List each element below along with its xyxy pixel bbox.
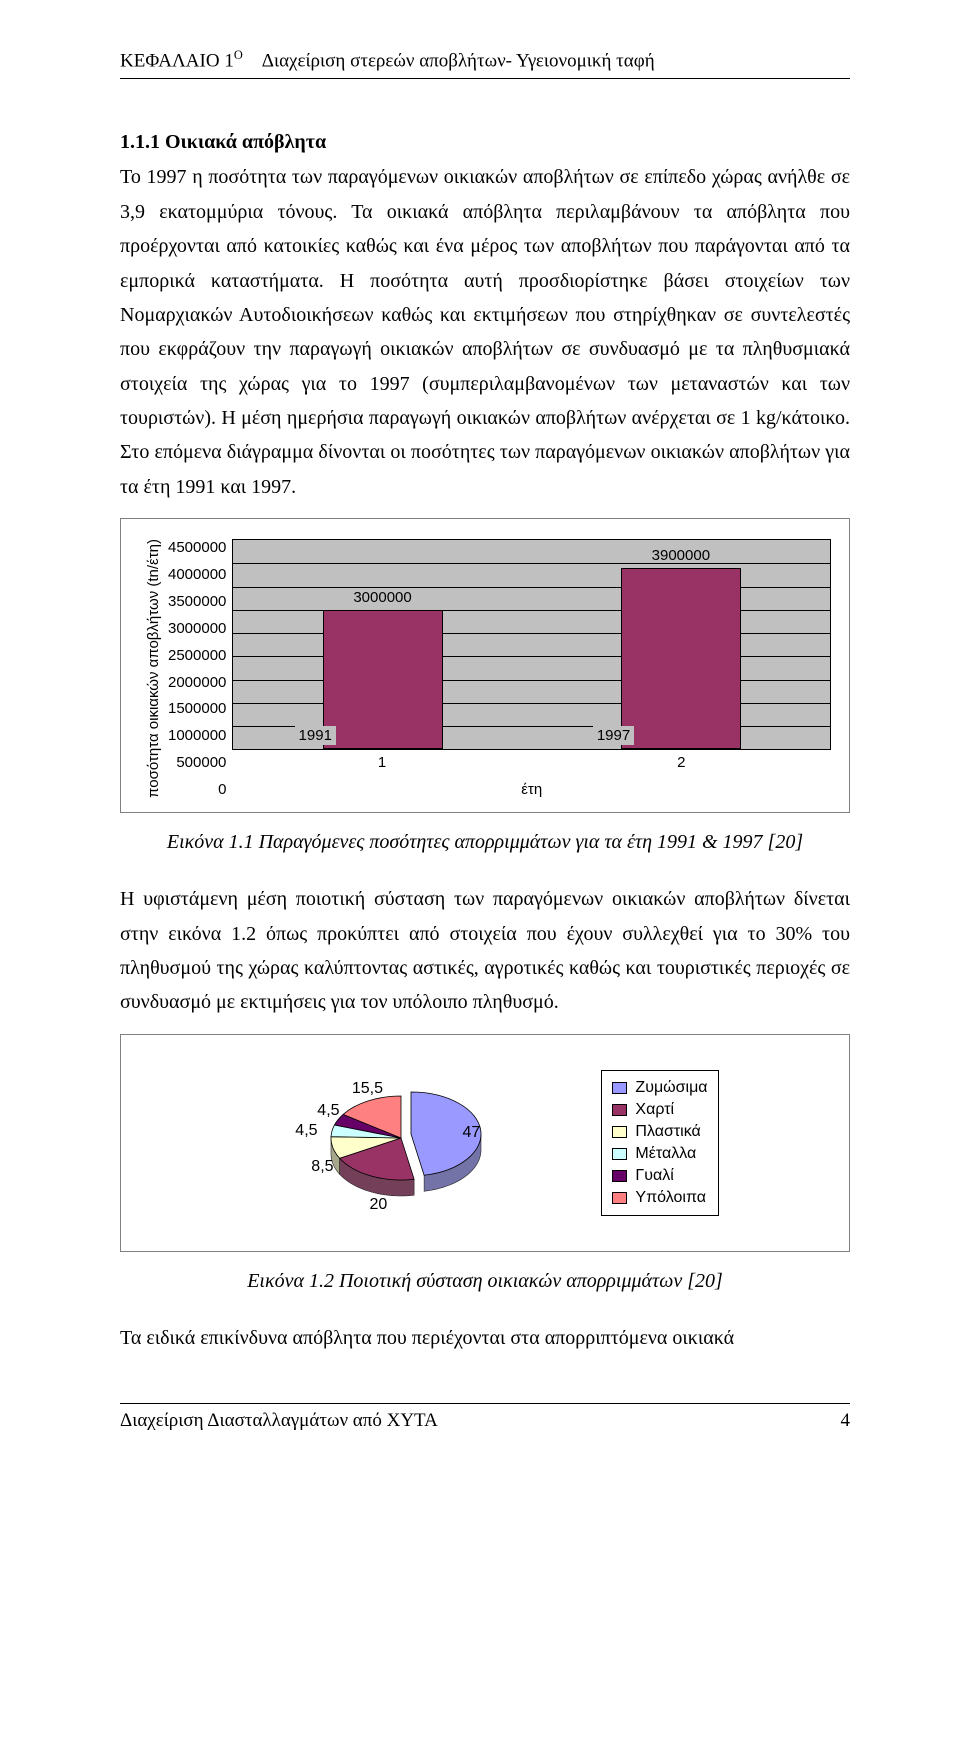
- paragraph-3: Τα ειδικά επικίνδυνα απόβλητα που περιέχ…: [120, 1321, 850, 1355]
- legend-row: Υπόλοιπα: [612, 1187, 707, 1209]
- footer-left: Διαχείριση Διασταλλαγμάτων από ΧΥΤΑ: [120, 1410, 438, 1432]
- bar-chart-card: ποσότητα οικιακών αποβλήτων (tn/έτη) 450…: [120, 518, 850, 813]
- legend-label: Χαρτί: [635, 1101, 674, 1119]
- pie-chart-card: 47 20 8,5 4,5 4,5 15,5 Ζυμώσιμα Χαρτί Πλασ…: [120, 1034, 850, 1252]
- bar-gridline: [233, 563, 830, 564]
- legend-swatch: [612, 1192, 627, 1204]
- bar-chart-plot: 3000000 1991 3900000 1997: [232, 539, 831, 750]
- bar-year-label: 1991: [295, 726, 336, 745]
- pie-legend: Ζυμώσιμα Χαρτί Πλαστικά Μέταλλα Γυαλί Υπόλοιπ…: [601, 1070, 718, 1216]
- legend-swatch: [612, 1126, 627, 1138]
- legend-label: Υπόλοιπα: [635, 1189, 706, 1207]
- chapter-title: Διαχείριση στερεών αποβλήτων- Υγειονομικ…: [262, 50, 655, 71]
- bar-chart-xlabel: έτη: [232, 771, 831, 798]
- legend-row: Ζυμώσιμα: [612, 1077, 707, 1099]
- paragraph-1: Το 1997 η ποσότητα των παραγόμενων οικια…: [120, 160, 850, 504]
- bar-ytick: 0: [218, 781, 226, 798]
- bar-ytick: 4500000: [168, 539, 226, 556]
- bar: [621, 568, 741, 749]
- section-title: 1.1.1 Οικιακά απόβλητα: [120, 131, 850, 154]
- legend-swatch: [612, 1104, 627, 1116]
- figure-1-1-caption: Εικόνα 1.1 Παραγόμενες ποσότητες απορριμ…: [120, 831, 850, 854]
- pie-label-20: 20: [370, 1196, 388, 1214]
- legend-row: Πλαστικά: [612, 1121, 707, 1143]
- bar-ytick: 4000000: [168, 566, 226, 583]
- chapter-prefix: ΚΕΦΑΛΑΙΟ 1: [120, 50, 234, 71]
- bar-chart-xticks: 12: [232, 750, 831, 771]
- legend-swatch: [612, 1170, 627, 1182]
- pie-label-4-5b: 4,5: [317, 1102, 339, 1120]
- page-footer: Διαχείριση Διασταλλαγμάτων από ΧΥΤΑ 4: [120, 1403, 850, 1432]
- legend-swatch: [612, 1148, 627, 1160]
- legend-label: Μέταλλα: [635, 1145, 696, 1163]
- pie-label-15-5: 15,5: [352, 1080, 383, 1098]
- bar-ytick: 3000000: [168, 620, 226, 637]
- pie-svg: [251, 1053, 531, 1233]
- bar-ytick: 1000000: [168, 727, 226, 744]
- bar-ytick: 500000: [176, 754, 226, 771]
- bar-ytick: 3500000: [168, 593, 226, 610]
- figure-1-2-caption: Εικόνα 1.2 Ποιοτική σύσταση οικιακών απο…: [120, 1270, 850, 1293]
- bar-value-label: 3900000: [652, 547, 710, 564]
- chapter-super: Ο: [234, 48, 243, 62]
- legend-swatch: [612, 1082, 627, 1094]
- legend-row: Μέταλλα: [612, 1143, 707, 1165]
- bar: [323, 610, 443, 749]
- footer-page-number: 4: [841, 1410, 851, 1432]
- bar-xtick: 1: [378, 754, 386, 771]
- pie-label-8-5: 8,5: [311, 1158, 333, 1176]
- bar-chart-ylabel: ποσότητα οικιακών αποβλήτων (tn/έτη): [139, 539, 168, 798]
- legend-label: Ζυμώσιμα: [635, 1079, 707, 1097]
- bar-value-label: 3000000: [353, 589, 411, 606]
- bar-ytick: 1500000: [168, 700, 226, 717]
- bar-ytick: 2000000: [168, 674, 226, 691]
- bar-xtick: 2: [677, 754, 685, 771]
- legend-row: Χαρτί: [612, 1099, 707, 1121]
- bar-chart: ποσότητα οικιακών αποβλήτων (tn/έτη) 450…: [139, 539, 831, 798]
- legend-label: Γυαλί: [635, 1167, 673, 1185]
- paragraph-2: Η υφιστάμενη μέση ποιοτική σύσταση των π…: [120, 882, 850, 1020]
- legend-label: Πλαστικά: [635, 1123, 700, 1141]
- bar-chart-yaxis: 4500000 4000000 3500000 3000000 2500000 20000…: [168, 539, 232, 798]
- pie-chart: 47 20 8,5 4,5 4,5 15,5: [251, 1053, 531, 1233]
- bar-year-label: 1997: [593, 726, 634, 745]
- pie-label-47: 47: [463, 1124, 481, 1142]
- running-header: ΚΕΦΑΛΑΙΟ 1Ο Διαχείριση στερεών αποβλήτων…: [120, 48, 850, 79]
- legend-row: Γυαλί: [612, 1165, 707, 1187]
- pie-label-4-5a: 4,5: [295, 1122, 317, 1140]
- bar-ytick: 2500000: [168, 647, 226, 664]
